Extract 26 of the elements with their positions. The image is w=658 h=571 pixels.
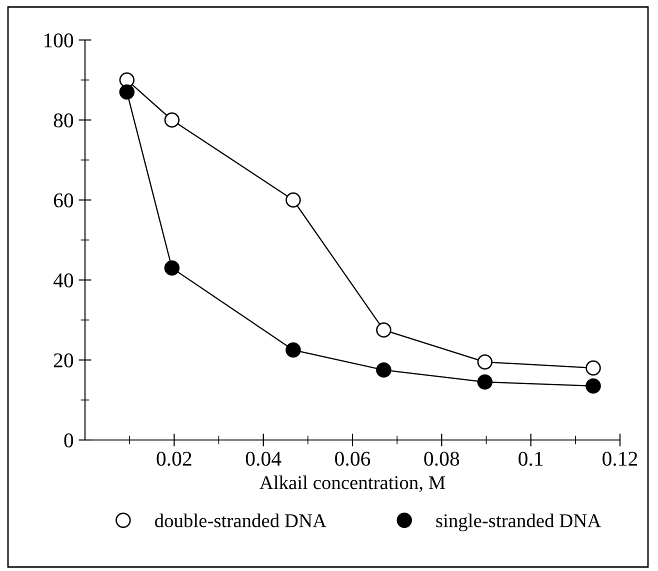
y-tick-label: 100 <box>44 33 74 48</box>
point <box>119 84 135 100</box>
point <box>164 260 180 276</box>
point <box>586 360 601 376</box>
x-tick-label: 0.02 <box>156 452 192 466</box>
x-tick-label: 0.06 <box>335 452 370 466</box>
y-tick-label: 0 <box>64 433 74 448</box>
y-tick-label: 40 <box>53 273 74 288</box>
legend-label: single-stranded DNA <box>436 514 602 532</box>
x-tick-label: 0.04 <box>246 452 282 466</box>
y-tick-label: 80 <box>54 113 74 128</box>
x-tick-label: 0.08 <box>424 452 460 466</box>
point <box>376 362 392 378</box>
y-tick-label: 20 <box>54 353 74 368</box>
point <box>286 192 301 208</box>
y-tick-label: 60 <box>54 193 74 208</box>
point <box>586 378 601 394</box>
point <box>477 354 493 370</box>
point <box>477 374 493 390</box>
x-tick-label: 0.12 <box>602 452 638 466</box>
point <box>376 322 392 338</box>
point <box>286 342 301 358</box>
x-axis-title: Alkail concentration, M <box>260 476 446 492</box>
point <box>164 112 180 128</box>
legend-label: double-stranded DNA <box>155 514 326 528</box>
x-tick-label: 0.1 <box>518 452 543 466</box>
